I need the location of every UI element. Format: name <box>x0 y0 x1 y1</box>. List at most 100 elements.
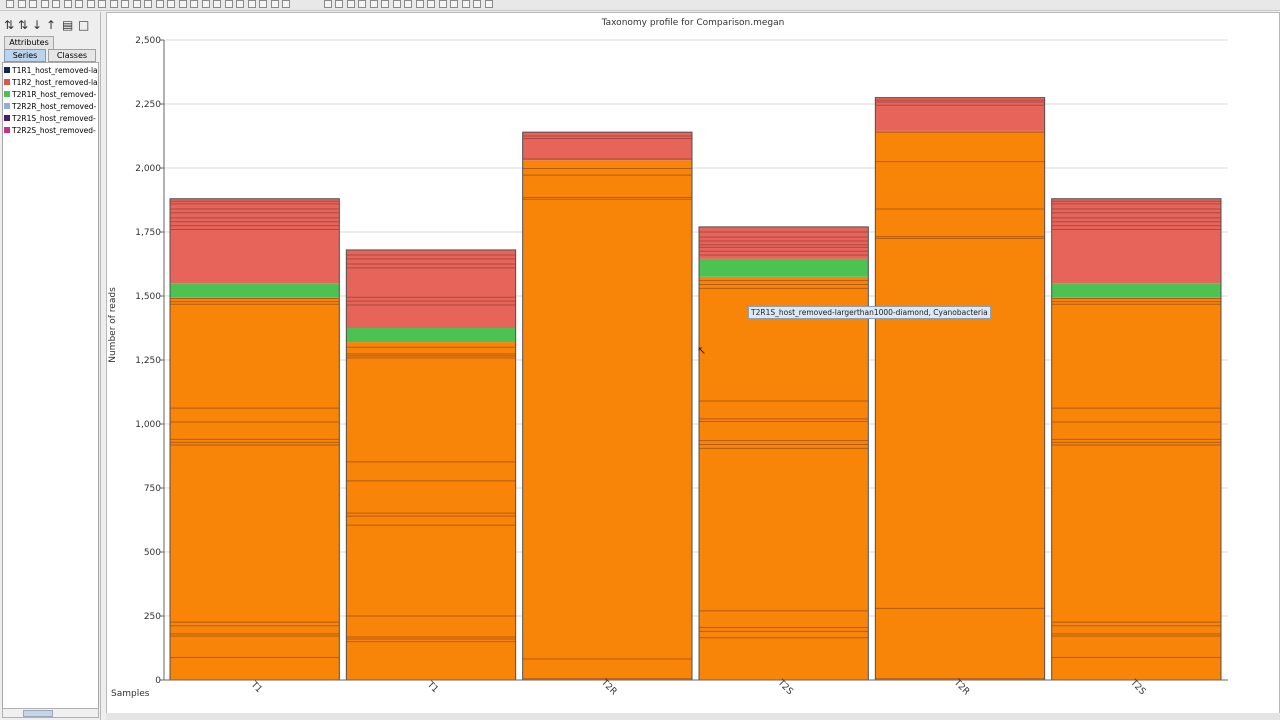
x-tick-label: T1 <box>248 679 264 695</box>
series-item[interactable]: T1R2_host_removed-la <box>3 77 98 88</box>
toolbar-button[interactable] <box>17 0 26 8</box>
y-tick-label: 250 <box>144 612 161 622</box>
series-color-swatch <box>4 115 10 121</box>
toolbar-button[interactable] <box>236 0 244 8</box>
tab-series[interactable]: Series <box>4 49 46 62</box>
toolbar-button[interactable] <box>167 0 175 8</box>
series-item[interactable]: T1R1_host_removed-la <box>3 65 98 76</box>
toolbar-button[interactable] <box>75 0 83 8</box>
bar-segment <box>875 97 1045 131</box>
toolbar-button[interactable] <box>415 0 424 8</box>
toolbar-button[interactable] <box>201 0 210 8</box>
scrollbar-thumb[interactable] <box>23 710 53 717</box>
toolbar-button[interactable] <box>86 0 95 8</box>
toolbar-button[interactable] <box>484 0 493 8</box>
toolbar-button[interactable] <box>427 0 435 8</box>
mouse-cursor-icon: ↖ <box>697 344 707 357</box>
bar-segment <box>170 283 340 298</box>
bar-segment <box>699 258 869 277</box>
series-label: T2R2S_host_removed- <box>12 126 96 135</box>
toolbar-button[interactable] <box>259 0 267 8</box>
series-label: T1R2_host_removed-la <box>12 78 98 87</box>
toolbar-button[interactable] <box>121 0 129 8</box>
bar-segment <box>346 342 516 680</box>
bar-segment <box>1051 283 1221 298</box>
bar-segment <box>170 297 340 680</box>
bars-layer <box>169 97 1222 681</box>
toolbar-button[interactable] <box>381 0 389 8</box>
tab-classes[interactable]: Classes <box>48 49 96 62</box>
toolbar-button[interactable] <box>109 0 118 8</box>
toolbar-button[interactable] <box>461 0 470 8</box>
series-label: T1R1_host_removed-la <box>12 66 98 75</box>
sort-down-icon[interactable]: ⇅ <box>18 18 29 32</box>
y-axis-label: Number of reads <box>108 287 118 363</box>
toolbar-button[interactable] <box>40 0 49 8</box>
sidebar-horizontal-scrollbar[interactable] <box>2 708 99 718</box>
main-toolbar <box>0 0 1280 11</box>
series-item[interactable]: T2R2R_host_removed- <box>3 101 98 112</box>
toolbar-button[interactable] <box>438 0 447 8</box>
bar-segment <box>522 132 692 161</box>
toolbar-button[interactable] <box>29 0 37 8</box>
sort-up-icon[interactable]: ⇅ <box>4 18 15 32</box>
toolbar-button[interactable] <box>6 0 14 8</box>
sidebar: ⇅ ⇅ ↓ ↑ ▤ □ Attributes Series Classes T1… <box>0 12 101 720</box>
y-tick-label: 0 <box>155 676 161 686</box>
series-label: T2R1S_host_removed- <box>12 114 96 123</box>
toolbar-button[interactable] <box>270 0 279 8</box>
toolbar-button[interactable] <box>392 0 401 8</box>
toolbar-button[interactable] <box>358 0 366 8</box>
series-color-swatch <box>4 67 10 73</box>
bar-segment <box>1051 297 1221 680</box>
bar-segment <box>170 198 340 284</box>
copy-icon[interactable]: □ <box>78 18 90 32</box>
toolbar-button[interactable] <box>224 0 233 8</box>
grid-icon[interactable]: ▤ <box>62 18 74 32</box>
toolbar-button[interactable] <box>178 0 187 8</box>
toolbar-button[interactable] <box>282 0 290 8</box>
grid-layer <box>164 39 1228 617</box>
sort-reverse-icon[interactable]: ↑ <box>46 18 57 32</box>
toolbar-button[interactable] <box>473 0 481 8</box>
x-axis-label: Samples <box>111 689 150 699</box>
toolbar-button[interactable] <box>98 0 106 8</box>
sidebar-toolbar: ⇅ ⇅ ↓ ↑ ▤ □ <box>2 18 98 32</box>
series-color-swatch <box>4 91 10 97</box>
toolbar-button[interactable] <box>155 0 164 8</box>
toolbar-button[interactable] <box>450 0 458 8</box>
y-tick-label: 2,000 <box>135 164 161 174</box>
bar-segment <box>522 160 692 680</box>
series-item[interactable]: T2R1S_host_removed- <box>3 113 98 124</box>
status-strip <box>106 713 1280 720</box>
y-tick-label: 2,500 <box>135 36 161 46</box>
series-label: T2R2R_host_removed- <box>12 102 97 111</box>
y-tick-label: 2,250 <box>135 100 161 110</box>
toolbar-button[interactable] <box>63 0 72 8</box>
toolbar-button[interactable] <box>323 0 332 8</box>
toolbar-button[interactable] <box>369 0 378 8</box>
toolbar-button[interactable] <box>346 0 355 8</box>
series-label: T2R1R_host_removed- <box>12 90 97 99</box>
bar-segment <box>699 276 869 680</box>
sort-alpha-icon[interactable]: ↓ <box>32 18 43 32</box>
x-tick-label: T1 <box>424 679 440 695</box>
toolbar-button[interactable] <box>132 0 141 8</box>
hover-tooltip: T2R1S_host_removed-largerthan1000-diamon… <box>748 306 991 319</box>
tab-attributes[interactable]: Attributes <box>4 36 54 49</box>
y-tick-label: 1,250 <box>135 356 161 366</box>
toolbar-button[interactable] <box>190 0 198 8</box>
y-tick-label: 1,000 <box>135 420 161 430</box>
toolbar-button[interactable] <box>144 0 152 8</box>
bar-segment <box>1051 198 1221 284</box>
toolbar-button[interactable] <box>247 0 256 8</box>
bar-segment <box>346 249 516 328</box>
series-item[interactable]: T2R1R_host_removed- <box>3 89 98 100</box>
bar-segment <box>346 328 516 343</box>
series-item[interactable]: T2R2S_host_removed- <box>3 125 98 136</box>
toolbar-button[interactable] <box>52 0 60 8</box>
toolbar-button[interactable] <box>335 0 343 8</box>
toolbar-button[interactable] <box>213 0 221 8</box>
toolbar-button[interactable] <box>404 0 412 8</box>
y-tick-label: 500 <box>144 548 161 558</box>
